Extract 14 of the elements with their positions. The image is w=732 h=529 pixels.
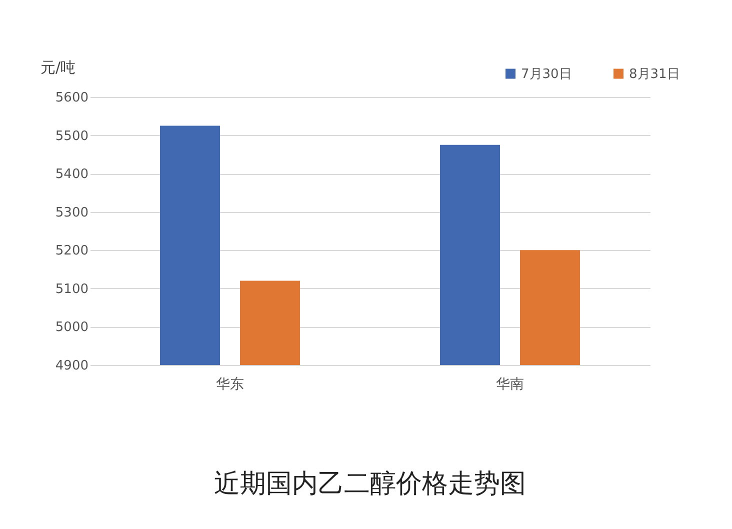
y-tick-label: 4900 (55, 358, 88, 374)
y-tick-label: 5300 (55, 205, 88, 220)
y-tick-label: 5500 (55, 128, 88, 144)
y-tick-label: 5400 (55, 167, 88, 182)
y-tick-label: 5000 (55, 320, 88, 336)
y-tick-label: 5100 (55, 282, 88, 297)
legend-label: 7月30日 (521, 66, 572, 82)
x-tick-label: 华东 (216, 376, 244, 392)
x-tick-label: 华南 (496, 376, 524, 392)
y-tick-label: 5200 (55, 244, 88, 259)
y-tick-label: 5600 (55, 90, 88, 106)
text: 近期国内乙二醇价格走势图 (214, 469, 526, 499)
legend-label: 8月31日 (629, 66, 680, 82)
y-axis-title: 元/吨 (40, 58, 76, 76)
